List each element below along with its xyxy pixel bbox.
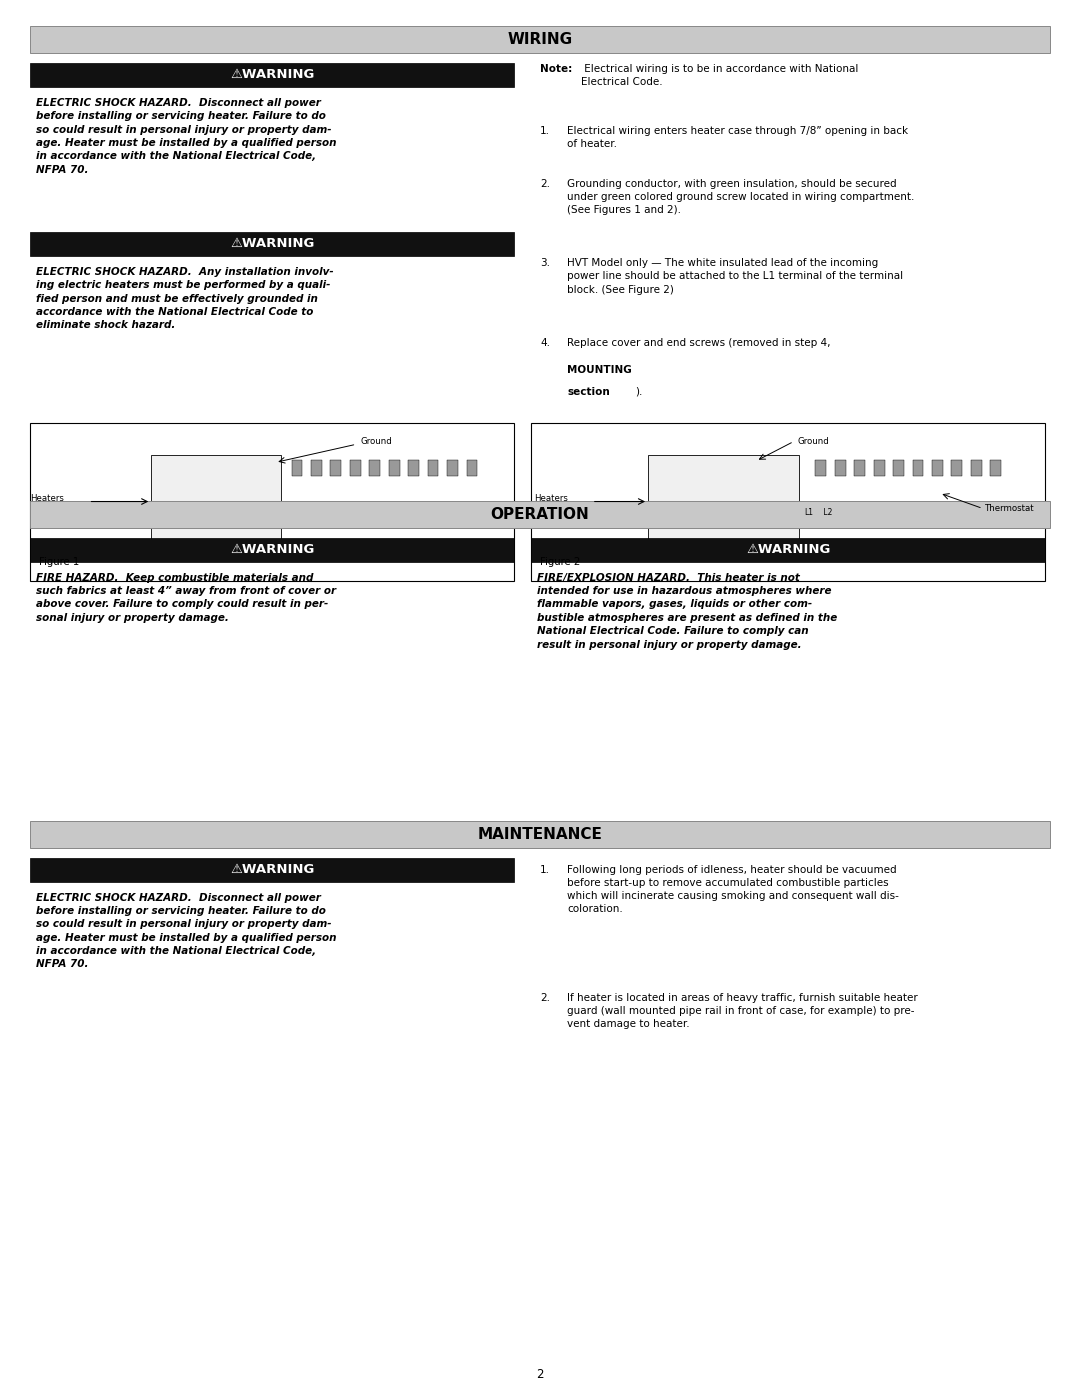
Bar: [389, 460, 400, 476]
Bar: [971, 460, 982, 476]
Text: 1.: 1.: [540, 865, 550, 875]
Text: ⚠WARNING: ⚠WARNING: [230, 237, 314, 250]
Text: 2.: 2.: [540, 179, 550, 189]
Text: OPERATION: OPERATION: [490, 507, 590, 522]
Text: L1: L1: [805, 509, 813, 517]
Bar: [874, 460, 885, 476]
Text: 1.: 1.: [540, 126, 550, 136]
Bar: [30, 423, 514, 581]
Text: Electrical wiring enters heater case through 7/8” opening in back
of heater.: Electrical wiring enters heater case thr…: [567, 126, 908, 148]
Text: 3.: 3.: [540, 258, 550, 268]
Text: Ground: Ground: [797, 437, 828, 446]
Text: Figure 2: Figure 2: [540, 557, 580, 567]
Text: ELECTRIC SHOCK HAZARD.  Any installation involv-
ing electric heaters must be pe: ELECTRIC SHOCK HAZARD. Any installation …: [36, 267, 334, 330]
Bar: [990, 460, 1001, 476]
Bar: [951, 460, 962, 476]
Text: Note:: Note:: [540, 64, 572, 74]
Text: If heater is located in areas of heavy traffic, furnish suitable heater
guard (w: If heater is located in areas of heavy t…: [567, 993, 918, 1030]
Text: ⚠WARNING: ⚠WARNING: [230, 68, 314, 81]
Bar: [30, 502, 1050, 528]
Bar: [932, 460, 943, 476]
Bar: [30, 27, 1050, 53]
Text: Following long periods of idleness, heater should be vacuumed
before start-up to: Following long periods of idleness, heat…: [567, 865, 899, 914]
Bar: [648, 455, 799, 546]
Text: Heaters: Heaters: [30, 495, 64, 503]
Bar: [815, 460, 826, 476]
Text: FIRE/EXPLOSION HAZARD.  This heater is not
intended for use in hazardous atmosph: FIRE/EXPLOSION HAZARD. This heater is no…: [537, 573, 837, 650]
Bar: [531, 538, 1045, 562]
Text: Grounding conductor, with green insulation, should be secured
under green colore: Grounding conductor, with green insulati…: [567, 179, 915, 215]
Bar: [292, 460, 302, 476]
Text: Ground: Ground: [361, 437, 392, 446]
Bar: [913, 460, 923, 476]
Text: FIRE HAZARD.  Keep combustible materials and
such fabrics at least 4” away from : FIRE HAZARD. Keep combustible materials …: [36, 573, 336, 623]
Bar: [447, 460, 458, 476]
Bar: [531, 423, 1045, 581]
Bar: [30, 63, 514, 87]
Bar: [408, 460, 419, 476]
Bar: [467, 460, 477, 476]
Text: Heaters: Heaters: [535, 495, 568, 503]
Text: Replace cover and end screws (removed in step 4,: Replace cover and end screws (removed in…: [567, 338, 834, 348]
Text: WIRING: WIRING: [508, 32, 572, 47]
Text: Thermostat: Thermostat: [985, 504, 1035, 513]
Text: Electrical wiring is to be in accordance with National
Electrical Code.: Electrical wiring is to be in accordance…: [581, 64, 859, 87]
Bar: [350, 460, 361, 476]
Bar: [330, 460, 341, 476]
Text: 4.: 4.: [540, 338, 550, 348]
Text: MAINTENANCE: MAINTENANCE: [477, 827, 603, 842]
Text: ⚠WARNING: ⚠WARNING: [230, 863, 314, 876]
Bar: [428, 460, 438, 476]
Bar: [30, 538, 514, 562]
Text: Figure 1: Figure 1: [39, 557, 79, 567]
Bar: [30, 232, 514, 256]
Bar: [835, 460, 846, 476]
Text: ELECTRIC SHOCK HAZARD.  Disconnect all power
before installing or servicing heat: ELECTRIC SHOCK HAZARD. Disconnect all po…: [36, 893, 336, 970]
Bar: [369, 460, 380, 476]
Bar: [893, 460, 904, 476]
Bar: [30, 820, 1050, 848]
Text: section: section: [567, 387, 610, 397]
Bar: [30, 858, 514, 882]
Text: 2: 2: [537, 1368, 543, 1382]
Text: 2.: 2.: [540, 993, 550, 1003]
Text: ).: ).: [635, 387, 643, 397]
Text: ⚠WARNING: ⚠WARNING: [746, 543, 831, 556]
Text: ELECTRIC SHOCK HAZARD.  Disconnect all power
before installing or servicing heat: ELECTRIC SHOCK HAZARD. Disconnect all po…: [36, 98, 336, 175]
Text: L2: L2: [821, 509, 833, 517]
Bar: [151, 455, 281, 546]
Text: ⚠WARNING: ⚠WARNING: [230, 543, 314, 556]
Text: HVT Model only — The white insulated lead of the incoming
power line should be a: HVT Model only — The white insulated lea…: [567, 258, 903, 295]
Bar: [311, 460, 322, 476]
Text: MOUNTING: MOUNTING: [567, 365, 632, 374]
Bar: [854, 460, 865, 476]
